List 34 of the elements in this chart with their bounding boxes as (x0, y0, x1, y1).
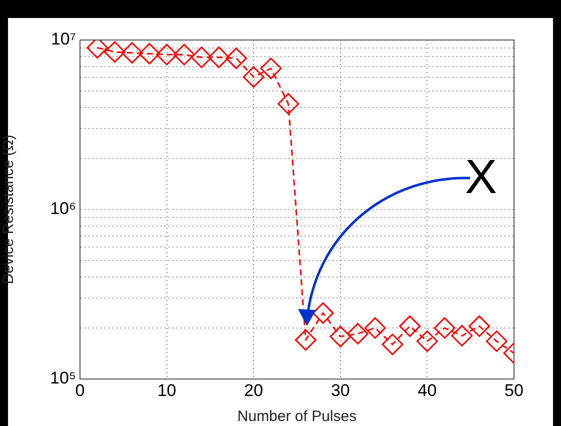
point (416, 330, 438, 352)
point (451, 324, 473, 346)
point (138, 42, 160, 64)
point (382, 334, 404, 356)
x-axis-title: Number of Pulses (237, 408, 357, 426)
point (364, 317, 386, 339)
point (347, 322, 369, 344)
x-tick-label: 40 (418, 380, 437, 400)
x-tick-label: 10 (157, 380, 176, 400)
point (208, 46, 230, 68)
point (468, 315, 490, 337)
point (330, 326, 352, 348)
point (312, 302, 334, 324)
y-tick-label: 10⁵ (50, 368, 76, 388)
y-tick-label: 10⁷ (50, 30, 76, 49)
point (225, 48, 247, 70)
point (173, 44, 195, 66)
annotation: X (464, 151, 498, 204)
point (104, 41, 126, 63)
x-tick-label: 50 (504, 380, 524, 400)
x-tick-label: 20 (244, 380, 264, 400)
x-tick-label: 30 (330, 380, 350, 400)
x-tick-label: 0 (75, 380, 85, 400)
point (260, 58, 282, 80)
point (156, 44, 178, 66)
point (190, 46, 212, 68)
y-tick-label: 10⁶ (50, 199, 76, 218)
point (434, 317, 456, 339)
point (399, 315, 421, 337)
point (294, 329, 316, 351)
point (242, 66, 264, 88)
point (121, 42, 143, 64)
point (486, 330, 508, 352)
point (278, 93, 300, 115)
